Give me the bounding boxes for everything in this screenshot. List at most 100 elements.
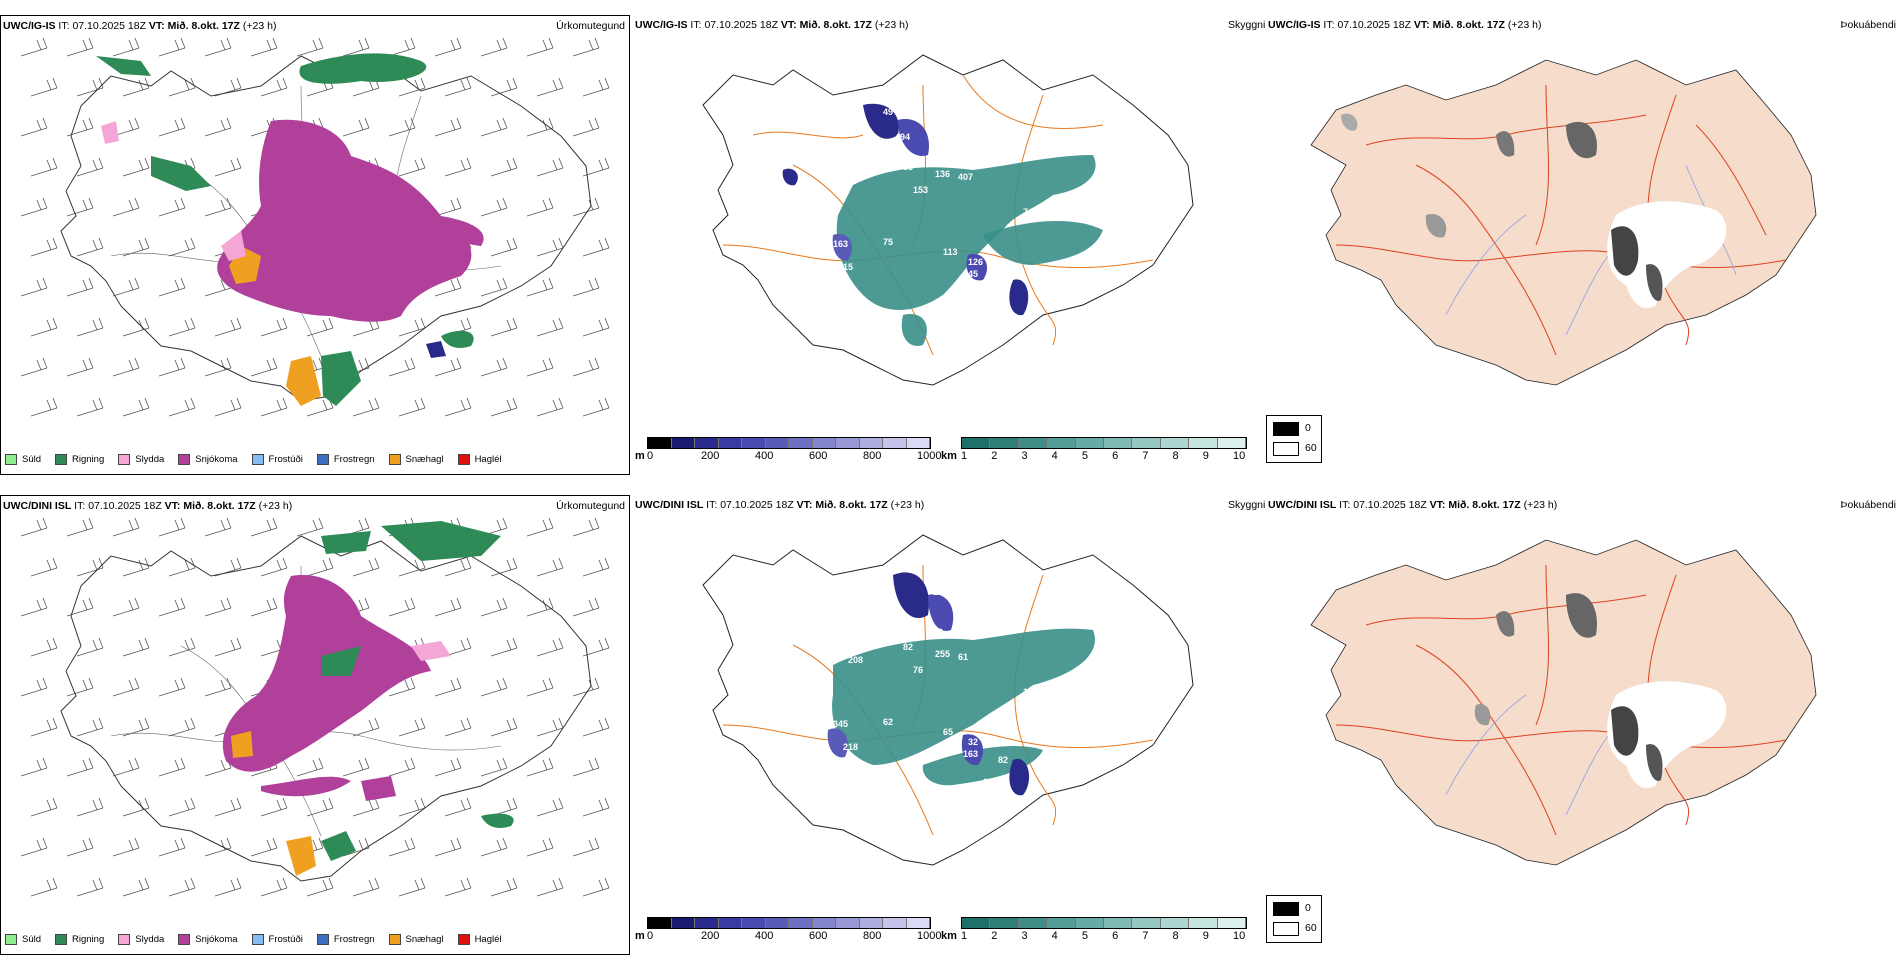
wind-barb xyxy=(158,837,186,857)
lead-time: (+23 h) xyxy=(1507,19,1542,31)
ceiling-label: 12 xyxy=(895,385,905,395)
wind-barb xyxy=(112,277,140,297)
legend-swatch xyxy=(251,933,264,945)
legend-item: Snjókoma xyxy=(178,933,238,945)
valid-time: Mið. 8.okt. 17Z xyxy=(183,500,256,512)
valid-time: Mið. 8.okt. 17Z xyxy=(167,20,240,32)
legend-label: Snjókoma xyxy=(195,933,238,945)
iceland-outline xyxy=(702,54,1194,386)
colorbar-segment xyxy=(990,438,1019,448)
wind-barb xyxy=(122,157,150,177)
ceiling-panel-row2: UWC/DINI ISL IT: 07.10.2025 18Z VT: Mið.… xyxy=(633,495,1265,955)
wind-barb xyxy=(112,37,140,57)
wind-barb xyxy=(490,637,518,657)
legend-swatch xyxy=(388,453,401,465)
colorbar-tick: 10 xyxy=(1233,930,1246,942)
ceiling-label: 80 xyxy=(933,627,943,637)
colorbar-unit: km xyxy=(941,450,957,462)
wind-barb xyxy=(480,37,508,57)
wind-barb xyxy=(444,77,472,97)
valid-label: VT: xyxy=(796,499,813,511)
wind-barb xyxy=(112,677,140,697)
colorbar-tick: 200 xyxy=(701,930,720,942)
wind-barb xyxy=(168,237,196,257)
precip-map xyxy=(20,37,610,417)
legend-label: Snjókoma xyxy=(195,453,238,465)
legend-label: Frostregn xyxy=(333,453,375,465)
legend-swatch xyxy=(55,933,68,945)
wind-barb xyxy=(204,837,232,857)
fog-legend: 0 60 xyxy=(1266,415,1322,463)
colorbar-segment xyxy=(1047,918,1076,928)
wind-barb xyxy=(490,317,518,337)
wind-barb xyxy=(168,557,196,577)
valid-label: VT: xyxy=(164,500,181,512)
colorbar-tick: 10 xyxy=(1233,450,1246,462)
precip-type-panel-row2: UWC/DINI ISL IT: 07.10.2025 18Z VT: Mið.… xyxy=(0,495,630,955)
wind-barb xyxy=(444,877,472,897)
wind-barb xyxy=(352,877,380,897)
wind-barb xyxy=(342,117,370,137)
wind-barb xyxy=(30,317,58,337)
fog-legend: 0 60 xyxy=(1266,895,1322,943)
ceiling-label: 76 xyxy=(913,665,923,675)
legend-item: Frostúði xyxy=(251,933,303,945)
wind-barb xyxy=(480,197,508,217)
wind-barb xyxy=(536,797,564,817)
colorbar-segment xyxy=(883,438,907,448)
fog-legend-label: 60 xyxy=(1305,922,1317,934)
wind-barb xyxy=(526,597,554,617)
colorbar-tick: 2 xyxy=(991,450,998,462)
colorbar-segment xyxy=(859,438,883,448)
wind-barb xyxy=(536,157,564,177)
wind-barb xyxy=(204,357,232,377)
colorbar-segment xyxy=(906,918,930,928)
valid-label: VT: xyxy=(1413,19,1430,31)
panel-header: UWC/DINI ISL IT: 07.10.2025 18Z VT: Mið.… xyxy=(635,499,924,511)
legend-item: Haglél xyxy=(457,453,502,465)
colorbar-segment xyxy=(789,438,813,448)
precip-map xyxy=(20,517,610,897)
ceiling-label: 76 xyxy=(883,587,893,597)
valid-label: VT: xyxy=(780,19,797,31)
wind-barb xyxy=(122,397,150,417)
legend-swatch xyxy=(316,453,329,465)
wind-barb xyxy=(480,757,508,777)
precip-fields xyxy=(96,53,484,406)
colorbar-segment xyxy=(962,438,991,448)
wind-barb xyxy=(444,557,472,577)
ceiling-label: 32 xyxy=(968,737,978,747)
wind-barb xyxy=(76,557,104,577)
precip-legend: Súld Rigning Slydda Snjókoma Frostúði Frostre… xyxy=(5,450,516,468)
colorbar-segment xyxy=(789,918,813,928)
ceiling-labels: 49 838 93 494 774 38 63 136 9 407 153 54 749 20 163 75 1… xyxy=(753,107,1043,395)
legend-label: Haglél xyxy=(474,453,502,465)
issue-time: 07.10.2025 18Z xyxy=(72,20,146,32)
wind-barb xyxy=(572,37,600,57)
wind-barb xyxy=(352,397,380,417)
iceland-outline xyxy=(60,535,592,882)
wind-barb xyxy=(20,517,48,537)
colorbar-segment xyxy=(765,438,789,448)
colorbar-segment xyxy=(671,918,695,928)
legend-label: Slydda xyxy=(135,453,165,465)
wind-barb xyxy=(296,517,324,537)
ceiling-label: 126 xyxy=(1028,307,1043,317)
wind-barb xyxy=(306,557,334,577)
wind-barb xyxy=(526,757,554,777)
wind-barb xyxy=(76,397,104,417)
wind-barb xyxy=(214,157,242,177)
wind-barb xyxy=(66,757,94,777)
wind-barb xyxy=(158,677,186,697)
wind-barb xyxy=(168,317,196,337)
colorbar-segment xyxy=(718,918,742,928)
colorbar-tick: 9 xyxy=(1202,930,1209,942)
ceiling-fields xyxy=(782,103,1103,346)
ceiling-panel-row1: UWC/IG-IS IT: 07.10.2025 18Z VT: Mið. 8.… xyxy=(633,15,1265,475)
wind-barb xyxy=(582,797,610,817)
wind-barb xyxy=(352,557,380,577)
wind-barb xyxy=(434,597,462,617)
legend-swatch xyxy=(5,453,17,465)
ceiling-label: 28 xyxy=(895,835,905,845)
wind-barb xyxy=(490,717,518,737)
